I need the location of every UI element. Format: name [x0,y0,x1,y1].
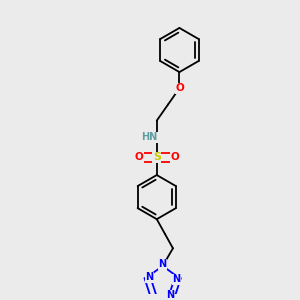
Text: N: N [172,274,181,284]
Text: O: O [135,152,143,162]
Text: N: N [166,290,174,300]
Text: S: S [153,152,161,162]
Text: HN: HN [141,132,158,142]
Text: N: N [159,260,167,269]
Text: N: N [146,272,154,282]
Text: O: O [170,152,179,162]
Text: O: O [175,83,184,93]
